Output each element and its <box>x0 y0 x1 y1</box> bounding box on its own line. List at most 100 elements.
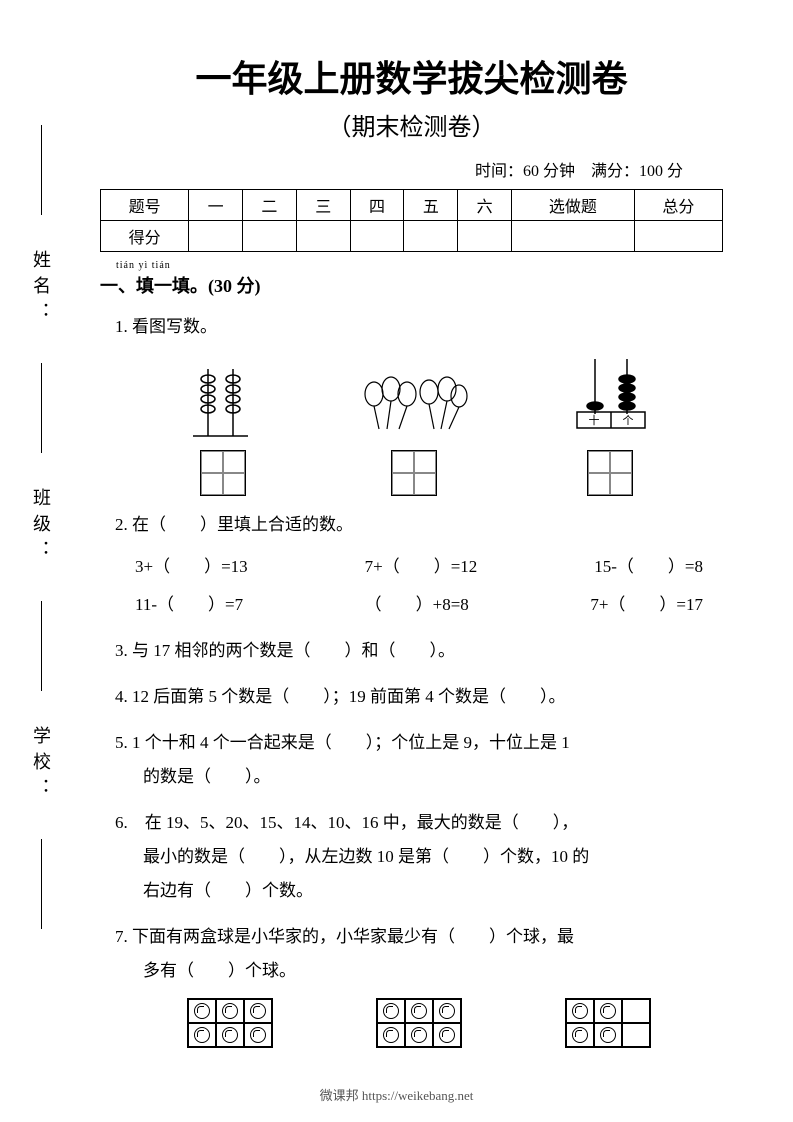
page-subtitle: （期末检测卷） <box>100 107 723 142</box>
ball-cell <box>433 999 461 1023</box>
answer-grid[interactable] <box>391 450 437 496</box>
meta-line: 时间：60 分钟 满分：100 分 <box>100 157 723 181</box>
q7: 7. 下面有两盒球是小华家的，小华家最少有（ ）个球，最 多有（ ）个球。 <box>115 920 723 1048</box>
q5-line2: 的数是（ ）。 <box>143 760 723 794</box>
ball-box <box>376 998 462 1048</box>
ball-cell <box>244 999 272 1023</box>
footer-text: 微课邦 https://weikebang.net <box>320 1088 474 1103</box>
ball-cell <box>594 1023 622 1047</box>
q7-line2: 多有（ ）个球。 <box>143 954 723 988</box>
table-row-header: 题号 一 二 三 四 五 六 选做题 总分 <box>101 190 723 221</box>
q2-text: 2. 在（ ）里填上合适的数。 <box>115 508 723 542</box>
q7-boxes <box>135 998 703 1048</box>
figure-balloons <box>359 374 469 496</box>
q3-text: 3. 与 17 相邻的两个数是（ ）和（ ）。 <box>115 641 455 660</box>
ball-cell <box>244 1023 272 1047</box>
ball-icon <box>250 1003 266 1019</box>
pinyin: tián yì tián <box>116 260 171 271</box>
ball-cell <box>594 999 622 1023</box>
ball-cell <box>188 1023 216 1047</box>
ball-icon <box>572 1027 588 1043</box>
ball-cell <box>216 1023 244 1047</box>
eq: 15-（ ）=8 <box>594 550 703 584</box>
q6-line3: 右边有（ ）个数。 <box>143 874 723 908</box>
ball-icon <box>411 1003 427 1019</box>
ones-label: 个 <box>623 414 634 427</box>
eq-row: 3+（ ）=13 7+（ ）=12 15-（ ）=8 <box>135 550 703 584</box>
ball-icon <box>222 1027 238 1043</box>
q1-text: 1. 看图写数。 <box>115 310 723 344</box>
coils-icon <box>183 364 263 444</box>
abacus-icon: 十 个 <box>565 354 655 444</box>
td-blank[interactable] <box>404 221 458 252</box>
eq: 7+（ ）=12 <box>365 550 478 584</box>
ball-cell <box>377 1023 405 1047</box>
ball-icon <box>250 1027 266 1043</box>
eq: 7+（ ）=17 <box>590 588 703 622</box>
td-blank[interactable] <box>296 221 350 252</box>
ball-cell <box>622 1023 650 1047</box>
th: 题号 <box>101 190 189 221</box>
q1: 1. 看图写数。 <box>115 310 723 496</box>
ball-cell <box>216 999 244 1023</box>
q6-line2: 最小的数是（ ），从左边数 10 是第（ ）个数，10 的 <box>143 840 723 874</box>
eq: 3+（ ）=13 <box>135 550 248 584</box>
ball-cell <box>377 999 405 1023</box>
ball-icon <box>439 1027 455 1043</box>
footer: 微课邦 https://weikebang.net <box>0 1085 793 1104</box>
th: 一 <box>189 190 243 221</box>
td-blank[interactable] <box>350 221 404 252</box>
ball-icon <box>383 1003 399 1019</box>
ball-icon <box>194 1027 210 1043</box>
page: 一年级上册数学拔尖检测卷 （期末检测卷） 时间：60 分钟 满分：100 分 题… <box>0 0 793 1080</box>
td-blank[interactable] <box>458 221 512 252</box>
q3: 3. 与 17 相邻的两个数是（ ）和（ ）。 <box>115 634 723 668</box>
q4-text: 4. 12 后面第 5 个数是（ ）；19 前面第 4 个数是（ ）。 <box>115 687 566 706</box>
th: 六 <box>458 190 512 221</box>
ball-icon <box>194 1003 210 1019</box>
ball-icon <box>383 1027 399 1043</box>
q2: 2. 在（ ）里填上合适的数。 3+（ ）=13 7+（ ）=12 15-（ ）… <box>115 508 723 622</box>
score-table: 题号 一 二 三 四 五 六 选做题 总分 得分 <box>100 189 723 252</box>
q6-line1: 6. 在 19、5、20、15、14、10、16 中，最大的数是（ ）， <box>115 806 723 840</box>
tens-label: 十 <box>589 413 600 427</box>
time-value: 60 分钟 <box>523 163 575 180</box>
th: 二 <box>243 190 297 221</box>
th: 三 <box>296 190 350 221</box>
th: 选做题 <box>512 190 635 221</box>
th: 总分 <box>634 190 722 221</box>
ball-cell <box>433 1023 461 1047</box>
eq: （ ）+8=8 <box>365 588 469 622</box>
answer-grid[interactable] <box>200 450 246 496</box>
ball-box <box>187 998 273 1048</box>
table-row-score: 得分 <box>101 221 723 252</box>
q7-line1: 7. 下面有两盒球是小华家的，小华家最少有（ ）个球，最 <box>115 920 723 954</box>
figure-abacus: 十 个 <box>565 354 655 496</box>
full-value: 100 分 <box>639 163 683 180</box>
section-1-text: 一、填一填。(30 分) <box>100 276 261 296</box>
td-blank[interactable] <box>634 221 722 252</box>
figure-coils <box>183 364 263 496</box>
td-blank[interactable] <box>243 221 297 252</box>
answer-grid[interactable] <box>587 450 633 496</box>
td-blank[interactable] <box>189 221 243 252</box>
q1-figures: 十 个 <box>115 354 723 496</box>
th: 四 <box>350 190 404 221</box>
q5-line1: 5. 1 个十和 4 个一合起来是（ ）；个位上是 9，十位上是 1 <box>115 726 723 760</box>
balloons-icon <box>359 374 469 444</box>
ball-cell <box>188 999 216 1023</box>
ball-icon <box>600 1027 616 1043</box>
full-label: 满分： <box>591 163 639 180</box>
ball-cell <box>622 999 650 1023</box>
q6: 6. 在 19、5、20、15、14、10、16 中，最大的数是（ ）， 最小的… <box>115 806 723 908</box>
td-blank[interactable] <box>512 221 635 252</box>
ball-icon <box>439 1003 455 1019</box>
page-title: 一年级上册数学拔尖检测卷 <box>100 50 723 102</box>
th: 五 <box>404 190 458 221</box>
eq: 11-（ ）=7 <box>135 588 243 622</box>
ball-icon <box>411 1027 427 1043</box>
q5: 5. 1 个十和 4 个一合起来是（ ）；个位上是 9，十位上是 1 的数是（ … <box>115 726 723 794</box>
ball-cell <box>405 1023 433 1047</box>
ball-cell <box>405 999 433 1023</box>
ball-icon <box>600 1003 616 1019</box>
